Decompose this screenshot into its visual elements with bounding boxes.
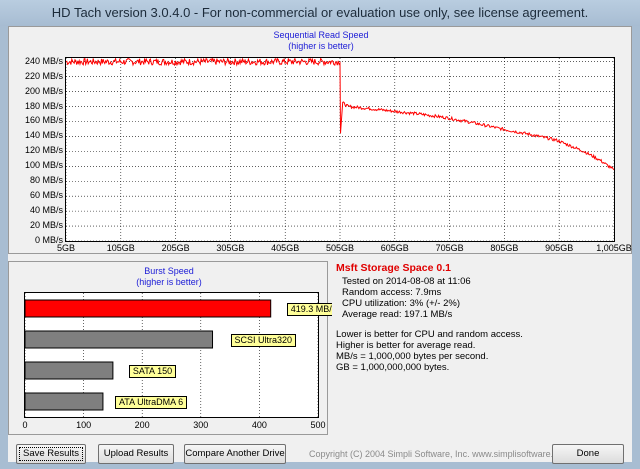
sequential-chart [66, 58, 614, 241]
y-tick-label: 0 MB/s [34, 235, 63, 245]
y-tick-label: 20 MB/s [29, 220, 63, 231]
burst-bar [25, 330, 214, 349]
x-tick-label: 305GB [216, 243, 245, 253]
y-tick-label: 160 MB/s [24, 115, 63, 126]
burst-chart [25, 293, 318, 417]
client-area: Sequential Read Speed (higher is better)… [8, 26, 632, 464]
copyright-text: Copyright (C) 2004 Simpli Software, Inc.… [309, 449, 571, 459]
burst-chart-subtitle: (higher is better) [136, 277, 202, 287]
x-tick-label: 705GB [435, 243, 464, 253]
tested-on: Tested on 2014-08-08 at 11:06 [342, 276, 471, 287]
x-tick-label: 905GB [545, 243, 574, 253]
sequential-plot-area [65, 57, 615, 242]
burst-bar [25, 299, 272, 318]
x-tick-label: 1,005GB [596, 243, 632, 253]
burst-bar-label: ATA UltraDMA 6 [114, 395, 188, 409]
note-cpu: Lower is better for CPU and random acces… [336, 329, 523, 340]
burst-x-tick-label: 300 [193, 420, 209, 430]
y-tick-label: 60 MB/s [29, 190, 63, 201]
burst-bar-label: SATA 150 [128, 364, 177, 378]
note-mbs: MB/s = 1,000,000 bytes per second. [336, 351, 489, 362]
y-tick-label: 220 MB/s [24, 70, 63, 81]
burst-bar-label: SCSI Ultra320 [230, 333, 297, 347]
x-tick-label: 605GB [380, 243, 409, 253]
burst-x-tick-label: 100 [76, 420, 92, 430]
cpu-utilization: CPU utilization: 3% (+/- 2%) [342, 298, 460, 309]
burst-bar [25, 361, 114, 380]
drive-name: Msft Storage Space 0.1 [336, 262, 451, 274]
y-tick-label: 200 MB/s [24, 85, 63, 96]
burst-x-tick-label: 200 [134, 420, 150, 430]
y-tick-label: 80 MB/s [29, 175, 63, 186]
burst-x-tick-label: 500 [310, 420, 326, 430]
y-tick-label: 40 MB/s [29, 205, 63, 216]
burst-bar-label: 419.3 MB/s [286, 302, 341, 316]
y-tick-label: 120 MB/s [24, 145, 63, 156]
y-tick-label: 140 MB/s [24, 130, 63, 141]
x-tick-label: 405GB [271, 243, 300, 253]
x-tick-label: 5GB [56, 243, 76, 253]
window-title: HD Tach version 3.0.4.0 - For non-commer… [0, 0, 640, 26]
y-tick-label: 180 MB/s [24, 100, 63, 111]
compare-another-drive-button[interactable]: Compare Another Drive [184, 444, 286, 464]
sequential-read-panel: Sequential Read Speed (higher is better)… [8, 26, 632, 254]
sequential-chart-subtitle: (higher is better) [288, 41, 354, 51]
burst-x-tick-label: 400 [251, 420, 267, 430]
results-info-panel: Msft Storage Space 0.1 Tested on 2014-08… [332, 261, 632, 435]
note-gb: GB = 1,000,000,000 bytes. [336, 362, 450, 373]
x-tick-label: 805GB [490, 243, 519, 253]
burst-x-tick-label: 0 [22, 420, 28, 430]
note-average: Higher is better for average read. [336, 340, 476, 351]
burst-bar [25, 392, 104, 411]
sequential-chart-title: Sequential Read Speed [273, 30, 369, 40]
y-tick-label: 100 MB/s [24, 160, 63, 171]
sequential-read-series-line [66, 58, 614, 171]
average-read: Average read: 197.1 MB/s [342, 309, 453, 320]
x-tick-label: 205GB [161, 243, 190, 253]
x-tick-label: 505GB [325, 243, 355, 253]
burst-chart-title: Burst Speed [144, 266, 194, 276]
y-tick-label: 240 MB/s [24, 55, 63, 66]
upload-results-button[interactable]: Upload Results [98, 444, 174, 464]
save-results-button[interactable]: Save Results [16, 444, 86, 464]
random-access: Random access: 7.9ms [342, 287, 442, 298]
burst-speed-panel: Burst Speed (higher is better) 419.3 MB/… [8, 261, 341, 435]
burst-plot-area: 419.3 MB/s SCSI Ultra320 SATA 150 ATA Ultra… [24, 292, 341, 418]
x-tick-label: 105GB [106, 243, 135, 253]
done-button[interactable]: Done [552, 444, 624, 464]
